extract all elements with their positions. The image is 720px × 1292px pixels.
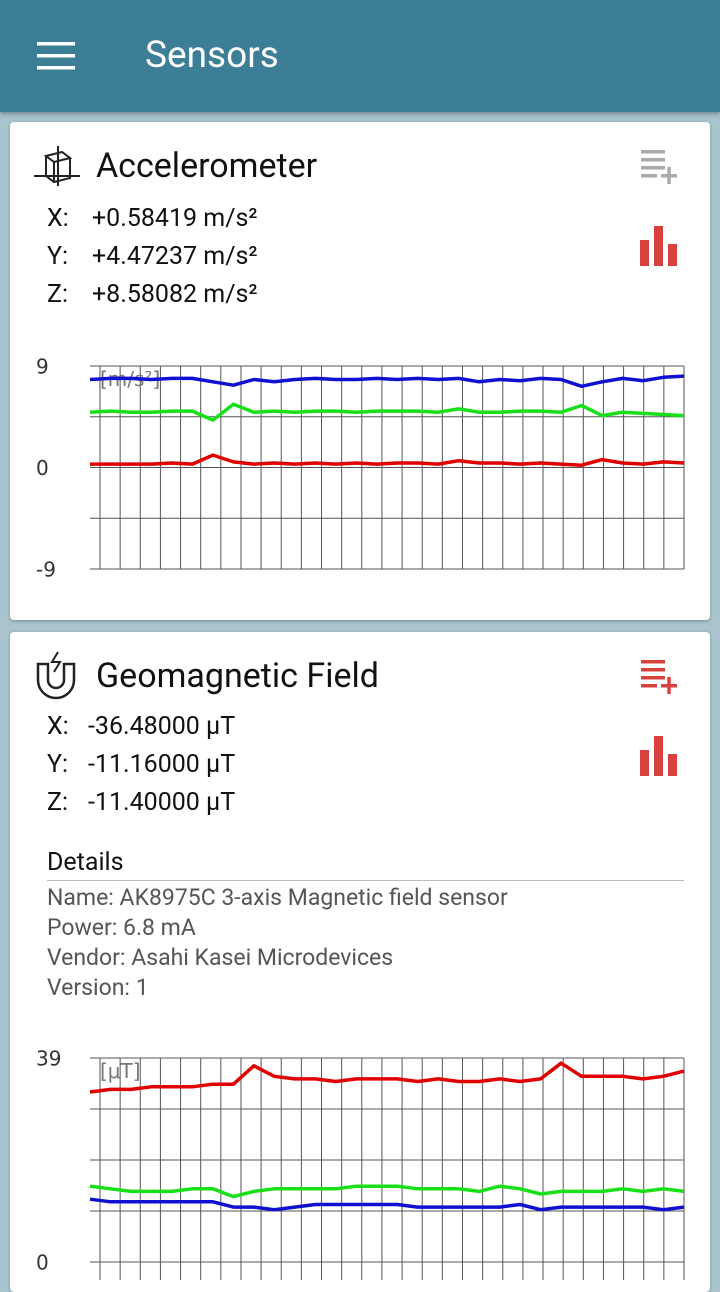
reading-value: -11.40000 μT [88, 788, 236, 817]
reading-axis: Z: [47, 788, 69, 817]
detail-line: Name: AK8975C 3-axis Magnetic field sens… [47, 884, 508, 911]
app-title: Sensors [145, 34, 279, 77]
reading-value: +8.58082 m/s² [92, 280, 258, 309]
data-line [89, 374, 685, 389]
details-heading: Details [47, 848, 124, 877]
y-tick-label: -9 [36, 558, 56, 582]
data-line [90, 453, 685, 467]
data-line [89, 1197, 685, 1212]
divider [47, 880, 684, 881]
magnet-icon [36, 651, 76, 700]
reading-value: +0.58419 m/s² [92, 204, 258, 233]
detail-line: Vendor: Asahi Kasei Microdevices [47, 944, 394, 971]
y-tick-label: 0 [36, 1251, 49, 1275]
menu-button[interactable] [37, 42, 75, 70]
detail-line: Version: 1 [47, 974, 149, 1001]
reading-value: -36.48000 μT [88, 712, 236, 741]
log-button[interactable] [641, 660, 677, 694]
card-title: Geomagnetic Field [96, 656, 379, 696]
reading-axis: X: [47, 204, 69, 233]
unit-label: [μT] [100, 1059, 141, 1083]
sensor-chart: -909[m/s²] [36, 355, 685, 582]
cube-icon [34, 146, 80, 186]
card-title: Accelerometer [96, 146, 318, 186]
reading-value: -11.16000 μT [88, 750, 236, 779]
app-bar: Sensors [0, 0, 720, 112]
chart-button[interactable] [640, 226, 678, 266]
data-line [89, 402, 685, 422]
sensor-card: Accelerometer X: +0.58419 m/s² Y: +4.47237 … [10, 122, 710, 620]
reading-value: +4.47237 m/s² [92, 242, 258, 271]
data-line [89, 1061, 685, 1094]
sensor-chart: 0 39 [μT] [36, 1047, 685, 1280]
y-tick-label: 39 [36, 1047, 61, 1071]
chart-button[interactable] [640, 736, 678, 776]
y-tick-label: 9 [36, 355, 49, 379]
sensor-card: Geomagnetic Field X: -36.48000 μT Y: -11.16… [10, 632, 710, 1292]
reading-axis: X: [47, 712, 69, 741]
y-tick-label: 0 [36, 456, 49, 480]
log-button[interactable] [641, 150, 677, 184]
reading-axis: Z: [47, 280, 69, 309]
data-line [89, 1184, 685, 1199]
reading-axis: Y: [47, 242, 69, 271]
detail-line: Power: 6.8 mA [47, 914, 196, 941]
reading-axis: Y: [47, 750, 69, 779]
